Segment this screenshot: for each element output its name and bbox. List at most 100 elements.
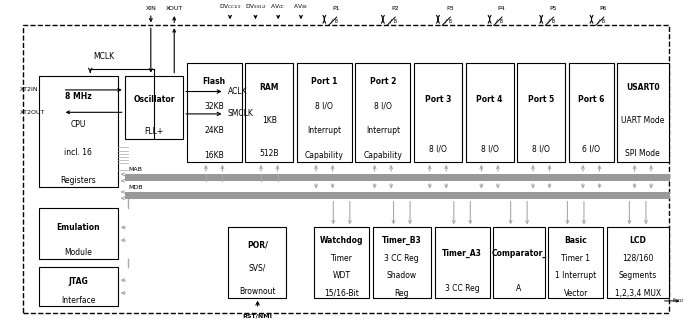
- Bar: [39, 208, 118, 260]
- Text: 1 Interrupt: 1 Interrupt: [555, 271, 596, 280]
- Bar: [607, 227, 669, 298]
- Text: A: A: [516, 284, 522, 294]
- Text: Capability: Capability: [364, 151, 402, 160]
- Text: Watchdog: Watchdog: [319, 236, 364, 245]
- Text: f$_{LCD}$: f$_{LCD}$: [672, 296, 685, 305]
- Text: P3: P3: [446, 6, 454, 11]
- Bar: [125, 191, 670, 199]
- Text: 3 CC Reg: 3 CC Reg: [384, 254, 419, 263]
- Text: XIN: XIN: [146, 6, 156, 11]
- Text: Segments: Segments: [618, 271, 657, 280]
- Text: Vector: Vector: [564, 289, 588, 298]
- Text: Port 4: Port 4: [476, 95, 503, 104]
- Text: Interrupt: Interrupt: [366, 126, 400, 135]
- Text: Timer 1: Timer 1: [561, 254, 590, 263]
- Text: Timer_A3: Timer_A3: [442, 249, 482, 258]
- Text: POR/: POR/: [247, 240, 268, 249]
- Bar: [355, 63, 411, 162]
- Bar: [414, 63, 462, 162]
- Text: JTAG: JTAG: [68, 277, 88, 286]
- Text: MCLK: MCLK: [94, 52, 115, 61]
- Bar: [548, 227, 603, 298]
- Text: 8 I/O: 8 I/O: [374, 102, 392, 110]
- Text: Port 6: Port 6: [578, 95, 604, 104]
- Text: AV$_{CC}$: AV$_{CC}$: [270, 2, 286, 11]
- Text: MDB: MDB: [128, 185, 143, 190]
- Text: 8 I/O: 8 I/O: [315, 102, 333, 110]
- Text: / 8: / 8: [497, 19, 504, 24]
- Text: XOUT: XOUT: [166, 6, 183, 11]
- Bar: [466, 63, 514, 162]
- Text: 3 CC Reg: 3 CC Reg: [445, 284, 480, 294]
- Bar: [373, 227, 431, 298]
- Text: AV$_{SS}$: AV$_{SS}$: [293, 2, 308, 11]
- Bar: [297, 63, 352, 162]
- Text: SPI Mode: SPI Mode: [625, 149, 660, 158]
- Text: 512B: 512B: [259, 149, 279, 158]
- Text: Module: Module: [64, 249, 92, 258]
- Text: MAB: MAB: [128, 168, 142, 172]
- Bar: [314, 227, 369, 298]
- Text: P1: P1: [333, 6, 340, 11]
- Text: RAM: RAM: [259, 83, 279, 92]
- Text: Reg: Reg: [395, 289, 409, 298]
- Text: / 8: / 8: [598, 19, 606, 24]
- Text: Oscillator: Oscillator: [133, 95, 175, 104]
- Text: DV$_{SS1/2}$: DV$_{SS1/2}$: [244, 3, 266, 11]
- Text: 1,2,3,4 MUX: 1,2,3,4 MUX: [615, 289, 661, 298]
- Text: Flash: Flash: [203, 77, 226, 86]
- Text: Port 2: Port 2: [370, 77, 396, 86]
- Text: P6: P6: [600, 6, 607, 11]
- Text: Capability: Capability: [305, 151, 344, 160]
- Text: 8 I/O: 8 I/O: [532, 145, 550, 154]
- Text: / 8: / 8: [445, 19, 452, 24]
- Text: RST/NMI: RST/NMI: [243, 314, 273, 318]
- Text: Comparator_: Comparator_: [491, 249, 546, 258]
- Bar: [569, 63, 613, 162]
- Text: ACLK: ACLK: [228, 87, 248, 96]
- Text: Shadow: Shadow: [387, 271, 417, 280]
- Text: Port 5: Port 5: [528, 95, 554, 104]
- Bar: [517, 63, 565, 162]
- Text: Basic: Basic: [564, 236, 587, 245]
- Text: SVS/: SVS/: [248, 264, 266, 273]
- Text: / 8: / 8: [548, 19, 555, 24]
- Text: SMCLK: SMCLK: [228, 110, 254, 118]
- Text: 8 I/O: 8 I/O: [429, 145, 447, 154]
- Text: Port 1: Port 1: [311, 77, 337, 86]
- Text: 32KB: 32KB: [204, 102, 224, 110]
- Text: 15/16-Bit: 15/16-Bit: [324, 289, 359, 298]
- Text: Interrupt: Interrupt: [307, 126, 342, 135]
- Text: 8 I/O: 8 I/O: [481, 145, 499, 154]
- Text: Brownout: Brownout: [239, 287, 275, 296]
- Bar: [435, 227, 490, 298]
- Text: 6 I/O: 6 I/O: [582, 145, 600, 154]
- Text: P4: P4: [498, 6, 506, 11]
- Text: Port 3: Port 3: [425, 95, 451, 104]
- Bar: [125, 75, 183, 139]
- Bar: [493, 227, 544, 298]
- Text: XT2OUT: XT2OUT: [20, 110, 46, 115]
- Bar: [228, 227, 286, 298]
- Text: Timer_B3: Timer_B3: [382, 236, 422, 245]
- Text: 8 MHz: 8 MHz: [65, 92, 92, 101]
- Bar: [617, 63, 669, 162]
- Text: P2: P2: [391, 6, 399, 11]
- Text: USART0: USART0: [626, 83, 660, 92]
- Bar: [186, 63, 242, 162]
- Bar: [125, 174, 670, 181]
- Text: XT2IN: XT2IN: [20, 87, 39, 92]
- Text: UART Mode: UART Mode: [621, 116, 664, 125]
- Text: / 8: / 8: [331, 19, 338, 24]
- Text: LCD: LCD: [629, 236, 646, 245]
- Bar: [39, 75, 118, 187]
- Text: CPU: CPU: [70, 120, 86, 129]
- Text: 16KB: 16KB: [204, 151, 224, 160]
- Bar: [39, 267, 118, 306]
- Bar: [245, 63, 293, 162]
- Text: P5: P5: [549, 6, 557, 11]
- Text: Interface: Interface: [61, 296, 95, 306]
- Text: Registers: Registers: [60, 176, 96, 185]
- Text: FLL+: FLL+: [144, 127, 164, 136]
- Text: 24KB: 24KB: [204, 126, 224, 135]
